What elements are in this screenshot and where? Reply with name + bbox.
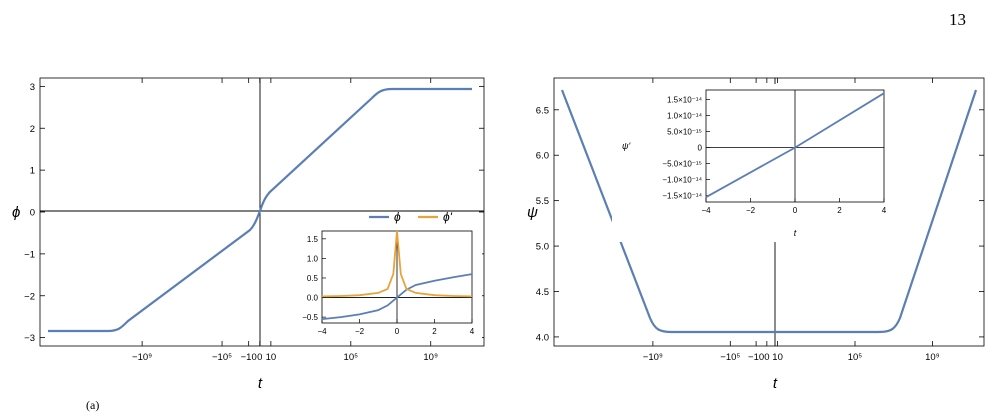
- caption-fragment: (a): [86, 398, 100, 412]
- right-x-axis-label: t: [773, 375, 778, 392]
- x-tick-label: 0: [257, 352, 262, 363]
- legend-dphi-label: ϕ': [443, 210, 453, 224]
- inset-y-tick-label: 1.5: [307, 235, 319, 244]
- y-tick-label: 5.5: [536, 196, 549, 207]
- x-tick-label: −10⁵: [212, 352, 232, 363]
- y-tick-label: 4.0: [536, 332, 549, 343]
- inset-legend: ϕ ϕ': [369, 210, 453, 224]
- x-tick-label: −10⁹: [643, 352, 663, 363]
- right-inset: −4 −2 0 2 4 −1.5×10⁻¹⁴ −1.0×10⁻¹⁴ −5.0×10⁻¹⁵ 0 5.…: [612, 84, 892, 242]
- inset-y-tick-label: −0.5: [302, 313, 318, 322]
- right-panel: 4.04.55.05.56.06.5 −10⁹ −10⁵ −10 0 10 10⁵ 10⁹ …: [527, 77, 985, 392]
- right-inset-y-label: ψ': [622, 141, 631, 151]
- inset-y-tick-label: 1.0×10⁻¹⁴: [667, 112, 703, 121]
- right-inset-bg: [612, 84, 892, 242]
- inset-x-tick-label: 0: [793, 206, 798, 215]
- inset-series-line: [321, 273, 473, 320]
- inset-series-line: [705, 92, 885, 198]
- y-tick-label: 5.0: [536, 242, 549, 253]
- inset-x-tick-label: 4: [470, 327, 475, 336]
- inset-x-tick-label: −4: [701, 206, 711, 215]
- phi-curve: [48, 87, 472, 333]
- y-tick-label: 0: [30, 208, 35, 219]
- x-tick-label: 10⁹: [925, 352, 940, 363]
- right-inset-x-label: t: [794, 228, 797, 238]
- y-tick-label: −2: [24, 291, 35, 302]
- inset-y-tick-label: −5.0×10⁻¹⁵: [662, 160, 702, 169]
- inset-y-tick-label: −1.0×10⁻¹⁴: [662, 176, 702, 185]
- inset-x-tick-label: 2: [432, 327, 437, 336]
- x-tick-label: −10⁵: [720, 352, 740, 363]
- inset-y-tick-label: 1.5×10⁻¹⁴: [667, 96, 703, 105]
- psi-curve: [560, 89, 978, 334]
- left-x-ticks: −10⁹ −10⁵ −10 0 10 10⁵ 10⁹: [132, 78, 438, 363]
- right-y-axis-label: ψ: [527, 204, 538, 221]
- y-tick-label: 2: [30, 124, 35, 135]
- x-tick-label: 10: [772, 352, 783, 363]
- inset-y-tick-label: 0: [698, 144, 703, 153]
- left-inset: ϕ ϕ' −4 −2 0 2 4 −0.5 0.0 0.5 1.0 1.5: [292, 210, 482, 340]
- right-inset-ticks: −4 −2 0 2 4 −1.5×10⁻¹⁴ −1.0×10⁻¹⁴ −5.0×10⁻¹⁵ 0 5.…: [662, 96, 886, 215]
- left-inset-plot: [321, 230, 473, 323]
- x-tick-label: 10⁹: [423, 352, 438, 363]
- left-inset-ticks: −4 −2 0 2 4 −0.5 0.0 0.5 1.0 1.5: [302, 235, 475, 336]
- right-inset-plot: [705, 90, 885, 202]
- inset-x-tick-label: −2: [746, 206, 756, 215]
- x-tick-label: −10⁹: [132, 352, 152, 363]
- inset-x-tick-label: 0: [395, 327, 400, 336]
- x-tick-label: −10: [748, 352, 764, 363]
- y-tick-label: 4.5: [536, 287, 549, 298]
- legend-phi-label: ϕ: [394, 210, 401, 224]
- left-y-axis-label: ϕ: [12, 204, 20, 221]
- inset-y-tick-label: 1.0: [307, 254, 319, 263]
- page-number: 13: [949, 10, 966, 29]
- x-tick-label: 10⁵: [344, 352, 359, 363]
- inset-x-tick-label: 2: [837, 206, 842, 215]
- inset-x-tick-label: 4: [882, 206, 887, 215]
- y-tick-label: −1: [24, 249, 35, 260]
- inset-series-line: [321, 230, 473, 298]
- left-x-axis-label: t: [258, 375, 263, 392]
- y-tick-label: −3: [24, 333, 35, 344]
- right-plot-frame: [553, 77, 985, 347]
- x-tick-label: 10⁵: [848, 352, 863, 363]
- inset-y-tick-label: 5.0×10⁻¹⁵: [667, 128, 702, 137]
- x-tick-label: 10: [266, 352, 277, 363]
- x-tick-label: −10: [241, 352, 257, 363]
- left-inset-bg: [292, 226, 482, 340]
- inset-x-tick-label: −2: [355, 327, 365, 336]
- right-y-ticks: 4.0 4.5 5.0 5.5 6.0 6.5: [536, 105, 984, 343]
- inset-x-tick-label: −4: [317, 327, 327, 336]
- inset-y-tick-label: −1.5×10⁻¹⁴: [662, 192, 702, 201]
- y-tick-label: 3: [30, 82, 35, 93]
- y-tick-label: 6.5: [536, 105, 549, 116]
- y-tick-label: 1: [30, 166, 35, 177]
- right-x-ticks: −10⁹ −10⁵ −10 0 10 10⁵ 10⁹: [643, 78, 940, 363]
- y-tick-label: 6.0: [536, 151, 549, 162]
- inset-y-tick-label: 0.0: [307, 294, 319, 303]
- inset-y-tick-label: 0.5: [307, 274, 319, 283]
- x-tick-label: 0: [764, 352, 769, 363]
